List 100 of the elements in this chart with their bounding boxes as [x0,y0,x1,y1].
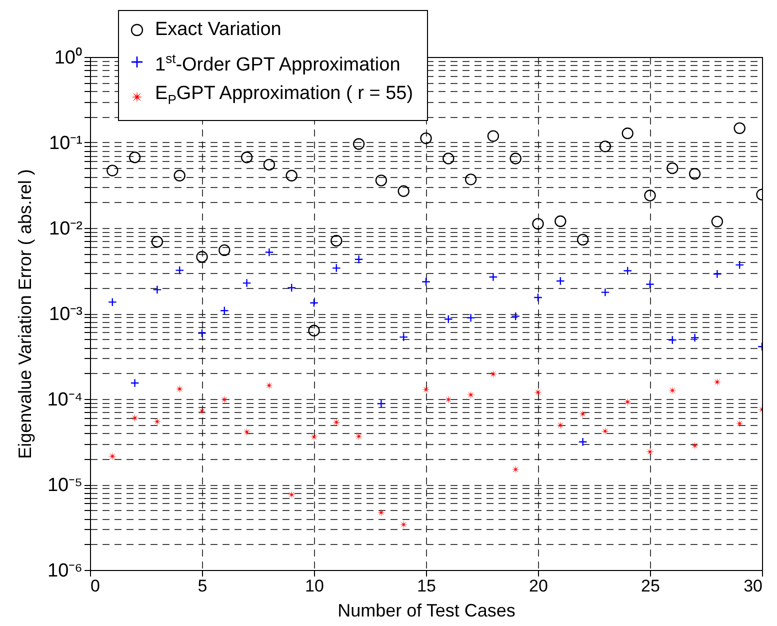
point [510,152,522,164]
point [332,418,341,426]
point [354,254,364,264]
point [264,248,274,257]
y-tick-label: 10⁻⁴ [47,390,82,410]
legend-label: 1$^{st}$-Order GPT Approximation [155,50,400,78]
y-tick-label: 10⁻⁵ [47,475,82,496]
x-tick-label: 15 [417,576,436,596]
point [198,407,206,416]
point [174,170,186,182]
point [352,138,365,150]
x-tick-label: 5 [198,576,208,596]
point [220,395,229,404]
point [444,395,453,404]
point [242,428,251,436]
point [511,465,520,474]
point [287,283,296,292]
point [153,417,162,426]
point [130,414,139,422]
point [668,386,677,395]
point [556,421,565,430]
point [600,288,610,297]
point [422,277,430,286]
point [218,244,230,256]
point [198,328,206,338]
point [601,427,610,436]
point [668,336,677,344]
x-tick-label: 25 [641,576,660,596]
point [399,332,408,342]
x-tick-label: 10 [305,576,324,596]
point [646,448,654,456]
x-tick-label: 30 [744,576,762,596]
point [511,312,520,321]
point [108,298,117,307]
point [734,122,746,134]
point [735,260,744,270]
point [130,378,140,388]
y-tick-label: 10⁻³ [49,304,82,325]
point [106,164,118,176]
point [265,381,274,390]
point [464,174,477,186]
point [287,490,296,499]
point [308,324,320,336]
point [220,306,229,316]
x-tick-label: 20 [529,576,548,596]
point [377,508,386,517]
x-axis-title: Number of Test Cases [338,600,516,620]
point [332,264,341,273]
point [354,432,363,441]
point [712,269,722,278]
point [375,174,388,186]
point [398,185,410,197]
point [466,390,475,399]
point [688,168,701,180]
point [487,130,500,142]
y-tick-label: 10⁻⁶ [48,560,82,582]
point [534,388,542,396]
point [554,215,566,228]
point [152,285,162,294]
point [488,272,498,282]
x-tick-label: 0 [90,576,100,596]
point [466,313,476,322]
y-tick-label: 10⁰ [54,46,82,68]
point [263,158,276,171]
point [444,314,453,324]
point [534,292,542,302]
y-tick-label: 10⁻² [49,218,82,240]
point [644,190,656,202]
point [532,218,544,230]
point [711,216,724,228]
point [646,280,654,289]
point [128,152,141,164]
point [286,170,298,182]
point [578,437,588,446]
point [690,441,699,450]
point [556,276,565,286]
point [623,398,632,406]
point [310,298,318,308]
point [175,266,184,275]
point [690,333,700,342]
point [330,234,342,247]
y-tick-label: 10⁻¹ [49,133,82,154]
point [196,251,208,263]
point [108,452,117,460]
point [713,378,722,386]
y-axis-title: Eigenvalue Variation Error ( abs.rel ) [15,169,36,459]
point [151,236,164,248]
point [420,132,432,144]
point [242,278,252,288]
point [666,162,678,174]
point [623,266,632,276]
point [376,399,386,408]
point [576,234,589,246]
point [442,152,454,164]
point [599,140,612,152]
point [489,370,498,378]
legend-label: Exact Variation [155,18,282,42]
legend-label: E$_{P}$GPT Approximation ( r = 55) [155,82,414,110]
point [578,410,587,418]
point [622,128,634,140]
